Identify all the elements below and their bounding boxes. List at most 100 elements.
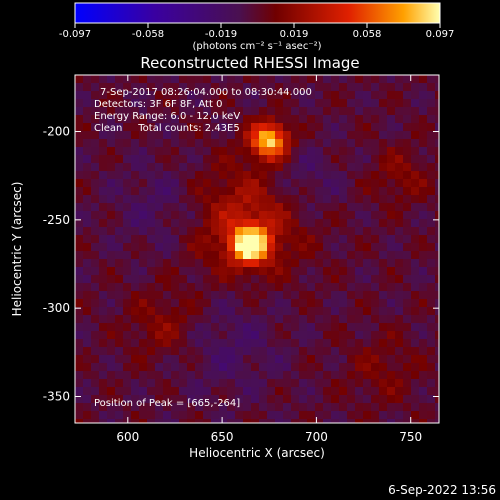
heatmap-pixel <box>115 243 123 251</box>
heatmap-pixel <box>427 131 435 139</box>
heatmap-pixel <box>283 291 291 299</box>
heatmap-pixel <box>387 419 395 423</box>
heatmap-pixel <box>315 259 323 267</box>
heatmap-pixel <box>331 403 339 411</box>
heatmap-pixel <box>355 387 363 395</box>
heatmap-pixel <box>323 195 331 203</box>
heatmap-pixel <box>91 179 99 187</box>
heatmap-pixel <box>291 371 299 379</box>
heatmap-pixel <box>427 323 435 331</box>
heatmap-pixel <box>147 131 155 139</box>
heatmap-pixel <box>171 411 179 419</box>
heatmap-pixel <box>411 147 419 155</box>
heatmap-pixel <box>275 291 283 299</box>
heatmap-pixel <box>395 235 403 243</box>
heatmap-pixel <box>163 395 171 403</box>
heatmap-pixel <box>123 171 131 179</box>
heatmap-pixel <box>275 99 283 107</box>
heatmap-pixel <box>139 395 147 403</box>
heatmap-pixel <box>219 275 227 283</box>
heatmap-pixel <box>99 227 107 235</box>
heatmap-pixel <box>147 307 155 315</box>
heatmap-pixel <box>419 395 427 403</box>
heatmap-pixel <box>427 219 435 227</box>
heatmap-pixel <box>347 387 355 395</box>
heatmap-pixel <box>235 331 243 339</box>
heatmap-pixel <box>419 75 427 83</box>
heatmap-pixel <box>395 243 403 251</box>
heatmap-pixel <box>403 299 411 307</box>
heatmap-pixel <box>355 235 363 243</box>
heatmap-pixel <box>363 179 371 187</box>
heatmap-pixel <box>419 291 427 299</box>
heatmap-pixel <box>403 115 411 123</box>
heatmap-pixel <box>315 331 323 339</box>
heatmap-pixel <box>411 235 419 243</box>
heatmap-pixel <box>371 163 379 171</box>
heatmap-pixel <box>179 395 187 403</box>
heatmap-pixel <box>139 219 147 227</box>
heatmap-pixel <box>107 171 115 179</box>
heatmap-pixel <box>339 83 347 91</box>
heatmap-pixel <box>235 107 243 115</box>
heatmap-pixel <box>115 115 123 123</box>
heatmap-pixel <box>331 99 339 107</box>
heatmap-pixel <box>299 235 307 243</box>
heatmap-pixel <box>323 115 331 123</box>
heatmap-pixel <box>99 315 107 323</box>
heatmap-pixel <box>131 227 139 235</box>
heatmap-pixel <box>187 275 195 283</box>
heatmap-pixel <box>219 243 227 251</box>
heatmap-pixel <box>259 387 267 395</box>
heatmap-pixel <box>427 91 435 99</box>
heatmap-pixel <box>187 163 195 171</box>
heatmap-pixel <box>195 115 203 123</box>
heatmap-pixel <box>259 99 267 107</box>
heatmap-pixel <box>371 283 379 291</box>
heatmap-pixel <box>275 131 283 139</box>
heatmap-pixel <box>179 299 187 307</box>
heatmap-pixel <box>107 91 115 99</box>
heatmap-pixel <box>147 315 155 323</box>
heatmap-pixel <box>275 339 283 347</box>
heatmap-pixel <box>387 243 395 251</box>
heatmap-pixel <box>347 219 355 227</box>
heatmap-pixel <box>331 419 339 423</box>
heatmap-pixel <box>251 155 259 163</box>
heatmap-pixel <box>219 323 227 331</box>
heatmap-pixel <box>179 347 187 355</box>
heatmap-pixel <box>251 299 259 307</box>
heatmap-pixel <box>395 291 403 299</box>
heatmap-pixel <box>403 371 411 379</box>
heatmap-pixel <box>379 99 387 107</box>
heatmap-pixel <box>251 211 259 219</box>
heatmap-pixel <box>171 227 179 235</box>
heatmap-pixel <box>371 91 379 99</box>
heatmap-pixel <box>299 411 307 419</box>
heatmap-pixel <box>187 75 195 83</box>
heatmap-pixel <box>387 403 395 411</box>
heatmap-pixel <box>195 363 203 371</box>
heatmap-pixel <box>187 387 195 395</box>
heatmap-pixel <box>291 243 299 251</box>
heatmap-pixel <box>259 403 267 411</box>
heatmap-pixel <box>307 195 315 203</box>
heatmap-pixel <box>123 163 131 171</box>
heatmap-pixel <box>179 291 187 299</box>
heatmap-pixel <box>363 371 371 379</box>
heatmap-pixel <box>267 259 275 267</box>
heatmap-pixel <box>387 171 395 179</box>
heatmap-pixel <box>395 259 403 267</box>
heatmap-pixel <box>131 315 139 323</box>
heatmap-pixel <box>291 187 299 195</box>
heatmap-pixel <box>435 99 439 107</box>
heatmap-pixel <box>403 363 411 371</box>
heatmap-pixel <box>195 91 203 99</box>
heatmap-pixel <box>75 243 83 251</box>
heatmap-pixel <box>435 115 439 123</box>
heatmap-pixel <box>403 195 411 203</box>
heatmap-pixel <box>155 243 163 251</box>
heatmap-pixel <box>283 307 291 315</box>
heatmap-pixel <box>147 331 155 339</box>
heatmap-pixel <box>195 355 203 363</box>
